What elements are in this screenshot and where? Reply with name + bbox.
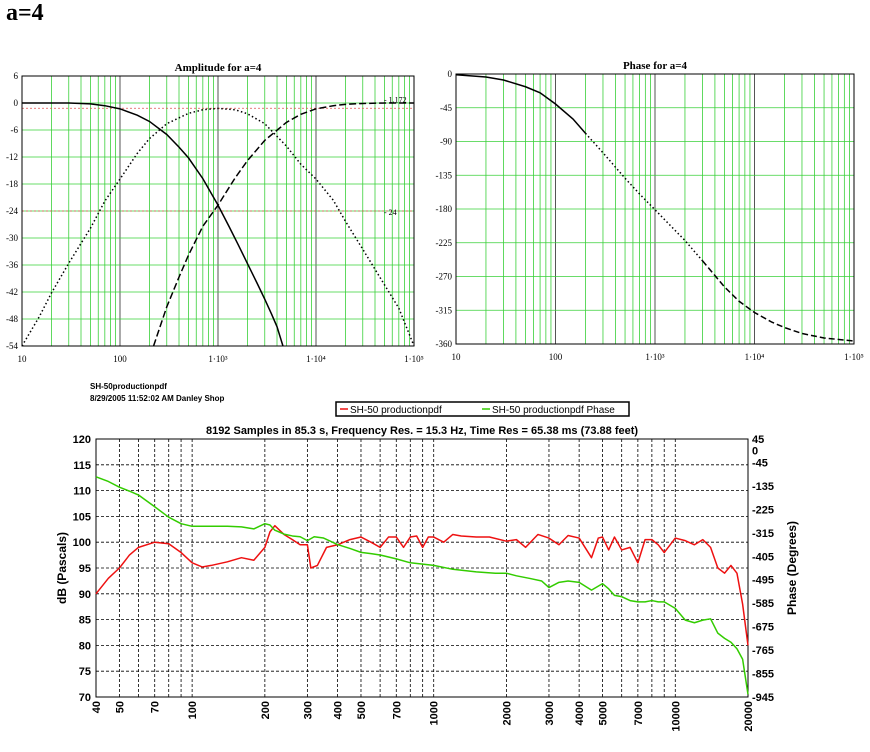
x-tick-label: 100 [113, 354, 127, 364]
x-tick-label: 2000 [501, 701, 513, 725]
plot-frame [455, 73, 855, 345]
x-tick-label: 700 [391, 701, 403, 719]
y-tick-label: -45 [440, 103, 452, 113]
y-tick-label: -36 [6, 260, 18, 270]
series-line-0 [455, 74, 587, 134]
x-tick-label: 70 [150, 701, 162, 713]
x-tick-label: 400 [333, 701, 345, 719]
y2-tick-label: 0 [752, 446, 758, 458]
y2-tick-label: -675 [752, 622, 774, 634]
x-tick-label: 10000 [670, 701, 682, 732]
y2-axis-label: Phase (Degrees) [785, 521, 799, 615]
x-tick-label: 300 [302, 701, 314, 719]
y2-tick-label: -765 [752, 645, 774, 657]
page-title: a=4 [6, 0, 44, 26]
x-tick-label: 20000 [743, 701, 755, 732]
series-line-1 [21, 107, 415, 347]
x-tick-label: 100 [549, 352, 563, 362]
y-tick-label: 120 [73, 434, 91, 446]
x-tick-label: 4000 [574, 701, 586, 725]
y-tick-label: 0 [448, 69, 453, 79]
y-tick-label: -42 [6, 287, 18, 297]
chart-title: Phase for a=4 [623, 60, 688, 72]
x-tick-label: 1·10³ [208, 354, 227, 364]
x-tick-label: 1·10⁴ [306, 354, 326, 364]
y-tick-label: 110 [73, 486, 91, 498]
x-tick-label: 1·10⁵ [844, 352, 864, 362]
measurement-date: 8/29/2005 11:52:02 AM Danley Shop [90, 394, 225, 403]
y-tick-label: 90 [79, 589, 91, 601]
y-tick-label: -6 [11, 125, 19, 135]
y2-tick-label: -45 [752, 457, 768, 469]
legend-entry: SH-50 productionpdf Phase [492, 405, 615, 416]
y-tick-label: -180 [436, 204, 453, 214]
x-tick-label: 5000 [598, 701, 610, 725]
y-tick-label: -54 [6, 341, 18, 351]
chart-title: Amplitude for a=4 [175, 62, 262, 74]
series-line-0 [584, 132, 704, 262]
y-tick-label: -30 [6, 233, 18, 243]
x-tick-label: 1·10⁵ [404, 354, 424, 364]
measurement-chart: SH-50 productionpdf SH-50 productionpdf P… [55, 401, 799, 732]
y-tick-label: 0 [14, 98, 19, 108]
series-line-0 [22, 102, 284, 347]
y2-tick-label: -855 [752, 669, 774, 681]
y-tick-label: -360 [436, 339, 453, 349]
x-tick-label: 10 [18, 354, 28, 364]
annotation: - 1.172 [384, 95, 407, 104]
x-tick-label: 3000 [544, 701, 556, 725]
x-tick-label: 100 [187, 701, 199, 719]
y-tick-label: -225 [436, 238, 453, 248]
measurement-name: SH-50productionpdf [90, 382, 167, 391]
series-line-spl [95, 524, 749, 646]
x-tick-label: 1000 [429, 701, 441, 725]
y-tick-label: -270 [436, 272, 453, 282]
y2-tick-label: -945 [752, 692, 774, 704]
plot-frame [21, 75, 415, 347]
x-tick-label: 1·10⁴ [745, 352, 765, 362]
y2-tick-label: -495 [752, 575, 774, 587]
x-tick-label: 10 [452, 352, 462, 362]
y-tick-label: -18 [6, 179, 18, 189]
x-tick-label: 500 [356, 701, 368, 719]
series-line-0 [701, 260, 855, 342]
x-tick-label: 50 [114, 701, 126, 713]
x-tick-label: 40 [91, 701, 103, 713]
chart-title: 8192 Samples in 85.3 s, Frequency Res. =… [206, 425, 638, 437]
y-tick-label: 70 [79, 692, 91, 704]
annotation: - 24 [384, 208, 397, 217]
y-tick-label: -48 [6, 314, 18, 324]
y2-tick-label: -135 [752, 481, 774, 493]
y-tick-label: -12 [6, 152, 18, 162]
amplitude-chart: Amplitude for a=4 6 0 -6 -12 -18 -24 -30 -36 -42 -… [6, 62, 424, 364]
y-tick-label: 75 [79, 666, 91, 678]
x-tick-label: 7000 [633, 701, 645, 725]
y-tick-label: 105 [73, 511, 91, 523]
x-tick-label: 1·10³ [645, 352, 664, 362]
y-tick-label: 6 [14, 71, 19, 81]
y-axis-label: dB (Pascals) [55, 532, 69, 604]
y2-tick-label: 45 [752, 434, 764, 446]
measurement-info: SH-50productionpdf 8/29/2005 11:52:02 AM… [90, 381, 224, 405]
series-line-2 [152, 102, 414, 347]
y-tick-label: -315 [436, 305, 453, 315]
y2-tick-label: -315 [752, 528, 774, 540]
series-line-phase [95, 476, 749, 695]
y-tick-label: 115 [73, 460, 91, 472]
y2-tick-label: -225 [752, 504, 774, 516]
y-tick-label: -24 [6, 206, 18, 216]
y2-tick-label: -405 [752, 551, 774, 563]
y-tick-label: 95 [79, 563, 91, 575]
x-tick-label: 200 [260, 701, 272, 719]
y2-tick-label: -585 [752, 598, 774, 610]
y-tick-label: 100 [73, 537, 91, 549]
y-tick-label: -90 [440, 137, 452, 147]
y-tick-label: 85 [79, 615, 91, 627]
y-tick-label: -135 [436, 170, 453, 180]
phase-chart: Phase for a=4 0 -45 -90 -135 -180 -225 -270 -315… [436, 60, 864, 362]
plot-frame [95, 438, 749, 698]
y-tick-label: 80 [79, 640, 91, 652]
legend-entry: SH-50 productionpdf [350, 405, 442, 416]
